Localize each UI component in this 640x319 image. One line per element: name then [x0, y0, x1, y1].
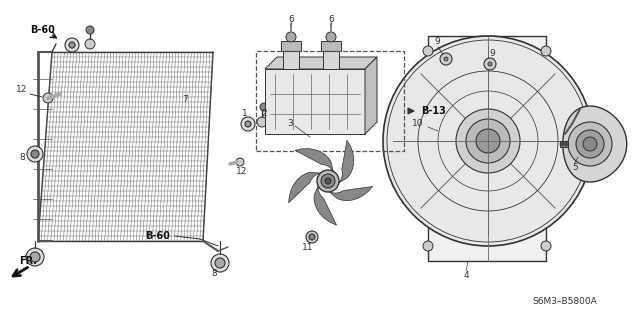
Polygon shape — [295, 149, 333, 173]
Circle shape — [211, 254, 229, 272]
Circle shape — [321, 174, 335, 188]
Circle shape — [69, 42, 75, 48]
Circle shape — [387, 40, 589, 242]
Text: 7: 7 — [182, 94, 188, 103]
Circle shape — [286, 32, 296, 42]
Text: 11: 11 — [302, 243, 314, 253]
Polygon shape — [338, 140, 354, 184]
Text: B-13: B-13 — [422, 106, 447, 116]
Circle shape — [568, 122, 612, 166]
Circle shape — [444, 57, 448, 61]
Circle shape — [257, 117, 267, 127]
Polygon shape — [563, 106, 627, 182]
Text: B-60: B-60 — [31, 25, 56, 35]
Circle shape — [326, 32, 336, 42]
Circle shape — [241, 117, 255, 131]
Circle shape — [484, 58, 496, 70]
Circle shape — [564, 142, 568, 146]
Text: 2: 2 — [261, 109, 267, 118]
Circle shape — [30, 252, 40, 262]
Circle shape — [476, 129, 500, 153]
Circle shape — [27, 146, 43, 162]
Bar — [256, 51, 404, 151]
Circle shape — [31, 150, 39, 158]
Circle shape — [65, 38, 79, 52]
Polygon shape — [289, 172, 322, 203]
Text: 9: 9 — [434, 38, 440, 47]
Circle shape — [215, 258, 225, 268]
Circle shape — [236, 158, 244, 166]
Circle shape — [423, 46, 433, 56]
Text: 4: 4 — [463, 271, 469, 280]
Text: 12: 12 — [236, 167, 248, 175]
Text: S6M3–B5800A: S6M3–B5800A — [532, 296, 597, 306]
Polygon shape — [265, 69, 365, 134]
Text: 5: 5 — [572, 162, 578, 172]
Circle shape — [309, 234, 315, 240]
Text: 6: 6 — [328, 14, 334, 24]
Circle shape — [317, 170, 339, 192]
Circle shape — [466, 119, 510, 163]
Circle shape — [560, 142, 564, 146]
Circle shape — [541, 46, 551, 56]
Polygon shape — [323, 49, 339, 69]
Circle shape — [423, 241, 433, 251]
Polygon shape — [428, 36, 546, 261]
Circle shape — [325, 178, 331, 184]
Polygon shape — [321, 41, 341, 51]
Text: 6: 6 — [288, 14, 294, 24]
Circle shape — [488, 62, 492, 66]
Text: 1: 1 — [242, 108, 248, 117]
Text: 8: 8 — [19, 152, 25, 161]
Circle shape — [26, 248, 44, 266]
Text: 10: 10 — [412, 120, 424, 129]
Circle shape — [541, 241, 551, 251]
Polygon shape — [283, 49, 299, 69]
Polygon shape — [365, 57, 377, 134]
Circle shape — [306, 231, 318, 243]
Polygon shape — [281, 41, 301, 51]
Text: 3: 3 — [287, 120, 293, 129]
Circle shape — [383, 36, 593, 246]
Circle shape — [583, 137, 597, 151]
Text: 9: 9 — [489, 48, 495, 57]
Circle shape — [85, 39, 95, 49]
Text: FR.: FR. — [19, 256, 37, 266]
Circle shape — [245, 121, 251, 127]
Circle shape — [576, 130, 604, 158]
Circle shape — [456, 109, 520, 173]
Circle shape — [440, 53, 452, 65]
Polygon shape — [328, 187, 372, 201]
Circle shape — [260, 103, 268, 111]
Polygon shape — [265, 57, 377, 69]
Polygon shape — [314, 185, 337, 225]
Text: 8: 8 — [211, 269, 217, 278]
Circle shape — [86, 26, 94, 34]
Circle shape — [43, 93, 53, 103]
Text: 12: 12 — [16, 85, 28, 93]
Polygon shape — [560, 141, 568, 147]
Text: B-60: B-60 — [145, 231, 170, 241]
